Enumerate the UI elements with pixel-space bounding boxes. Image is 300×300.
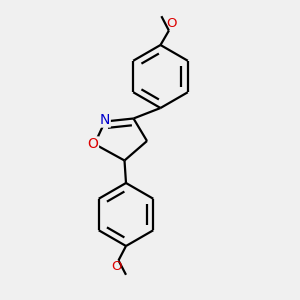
Text: O: O [166,17,176,30]
Text: O: O [88,137,98,151]
Text: O: O [111,260,122,274]
Text: N: N [100,113,110,127]
